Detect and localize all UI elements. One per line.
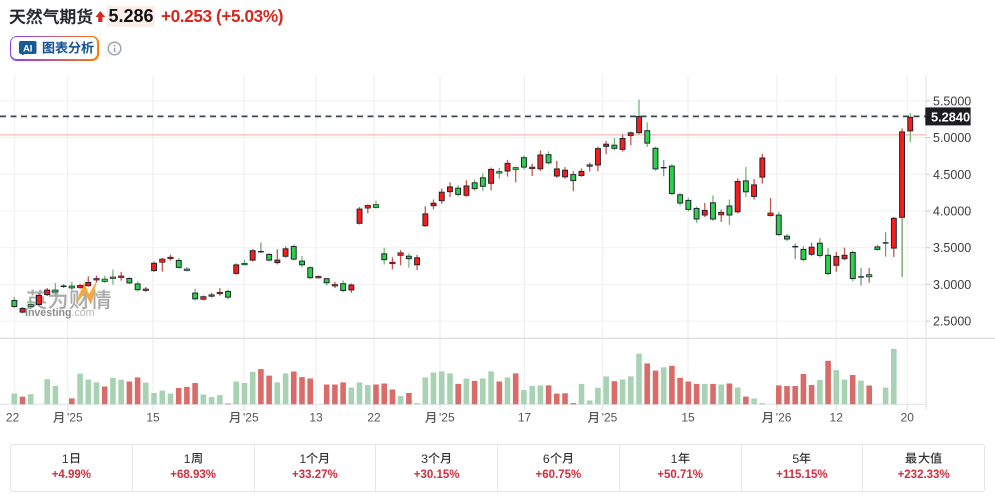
svg-text:3.5000: 3.5000 bbox=[933, 241, 971, 255]
svg-text:22: 22 bbox=[6, 411, 20, 425]
svg-text:'25: '25 bbox=[439, 411, 455, 425]
svg-text:5.5000: 5.5000 bbox=[933, 94, 971, 108]
svg-text:4.5000: 4.5000 bbox=[933, 168, 971, 182]
svg-text:12: 12 bbox=[830, 411, 844, 425]
svg-text:AI: AI bbox=[23, 43, 32, 54]
svg-text:3.0000: 3.0000 bbox=[933, 278, 971, 292]
svg-text:20: 20 bbox=[901, 411, 915, 425]
svg-text:17: 17 bbox=[518, 411, 532, 425]
svg-text:22: 22 bbox=[367, 411, 381, 425]
svg-text:Investing.com: Investing.com bbox=[25, 307, 95, 319]
svg-text:5.0000: 5.0000 bbox=[933, 131, 971, 145]
svg-text:'26: '26 bbox=[776, 411, 792, 425]
svg-text:4.0000: 4.0000 bbox=[933, 205, 971, 219]
svg-text:'25: '25 bbox=[243, 411, 259, 425]
svg-text:13: 13 bbox=[309, 411, 323, 425]
svg-text:'25: '25 bbox=[602, 411, 618, 425]
svg-text:'25: '25 bbox=[67, 411, 83, 425]
svg-text:15: 15 bbox=[681, 411, 695, 425]
svg-text:5.2840: 5.2840 bbox=[931, 109, 970, 124]
svg-text:15: 15 bbox=[146, 411, 160, 425]
svg-text:2.5000: 2.5000 bbox=[933, 315, 971, 329]
